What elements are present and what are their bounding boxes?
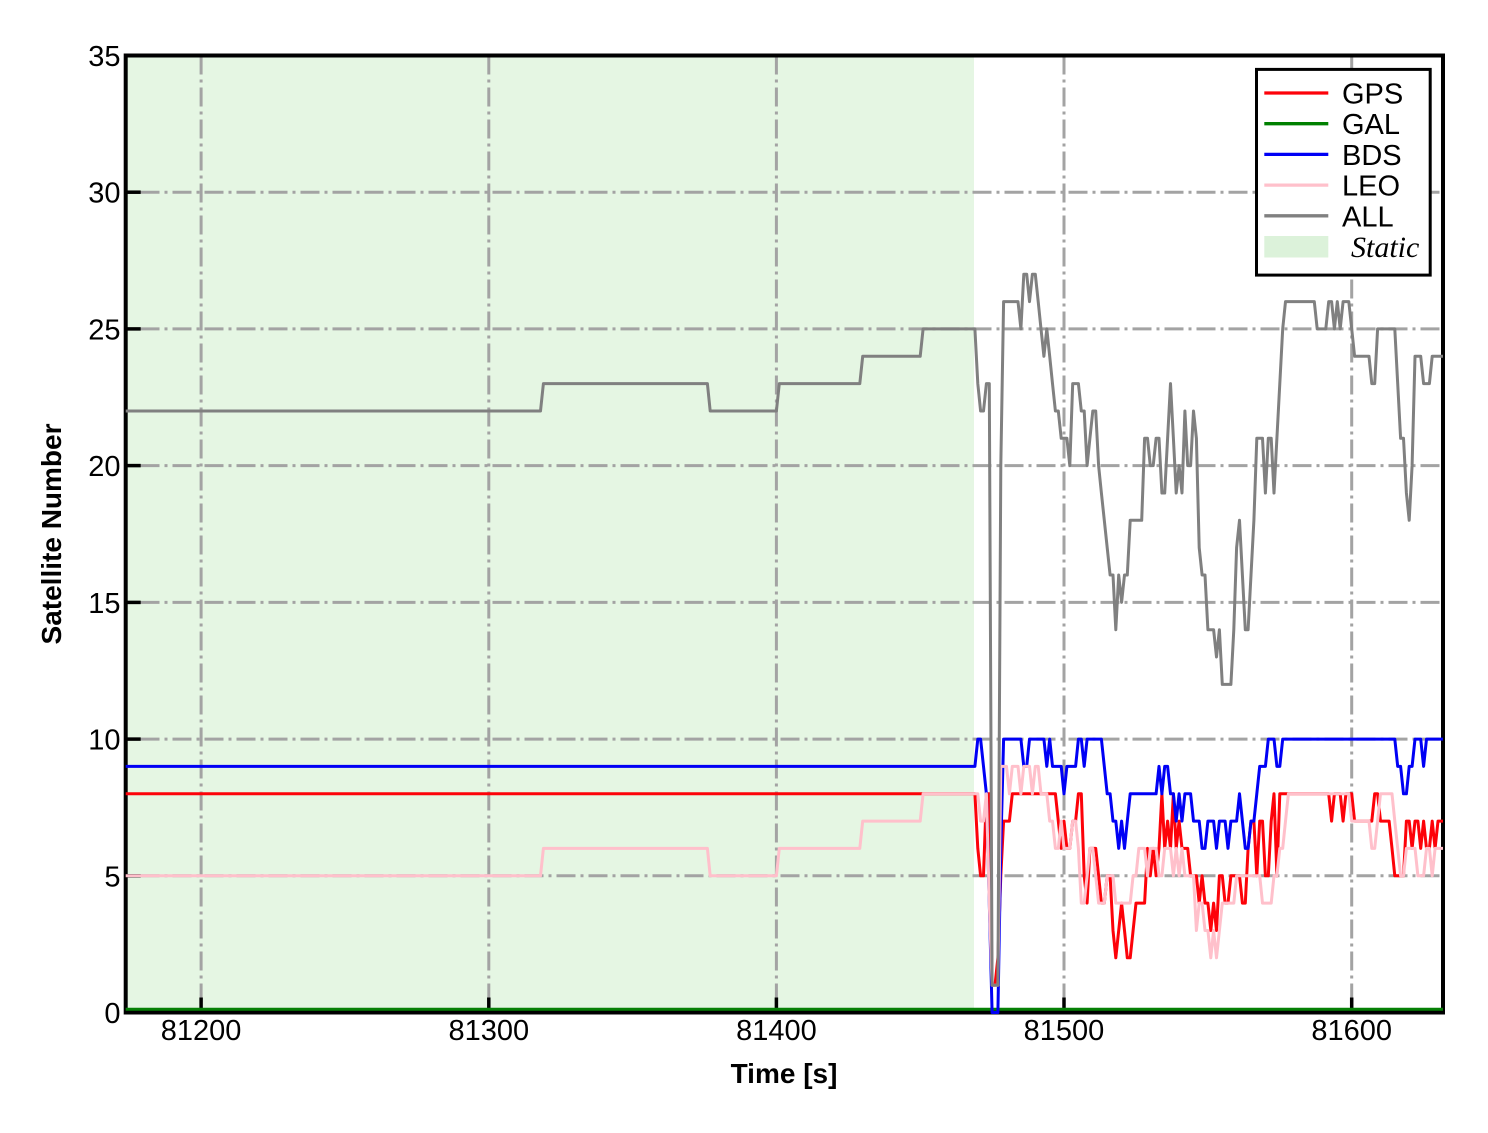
svg-text:81400: 81400 — [736, 1015, 817, 1047]
svg-text:10: 10 — [88, 725, 120, 757]
svg-text:81200: 81200 — [161, 1015, 242, 1047]
svg-text:20: 20 — [88, 451, 120, 483]
svg-text:81300: 81300 — [448, 1015, 529, 1047]
svg-text:Satellite Number: Satellite Number — [36, 423, 67, 644]
svg-text:LEO: LEO — [1342, 171, 1400, 203]
svg-text:5: 5 — [104, 861, 120, 893]
svg-text:30: 30 — [88, 178, 120, 210]
svg-text:GPS: GPS — [1342, 79, 1403, 111]
svg-text:ALL: ALL — [1342, 201, 1394, 233]
svg-text:81600: 81600 — [1311, 1015, 1392, 1047]
svg-text:35: 35 — [88, 41, 120, 73]
svg-text:0: 0 — [104, 998, 120, 1030]
svg-text:25: 25 — [88, 314, 120, 346]
svg-text:Static: Static — [1351, 231, 1419, 264]
svg-text:BDS: BDS — [1342, 140, 1402, 172]
svg-text:GAL: GAL — [1342, 109, 1400, 141]
svg-text:15: 15 — [88, 588, 120, 620]
svg-text:Time [s]: Time [s] — [731, 1058, 838, 1089]
svg-text:81500: 81500 — [1024, 1015, 1105, 1047]
